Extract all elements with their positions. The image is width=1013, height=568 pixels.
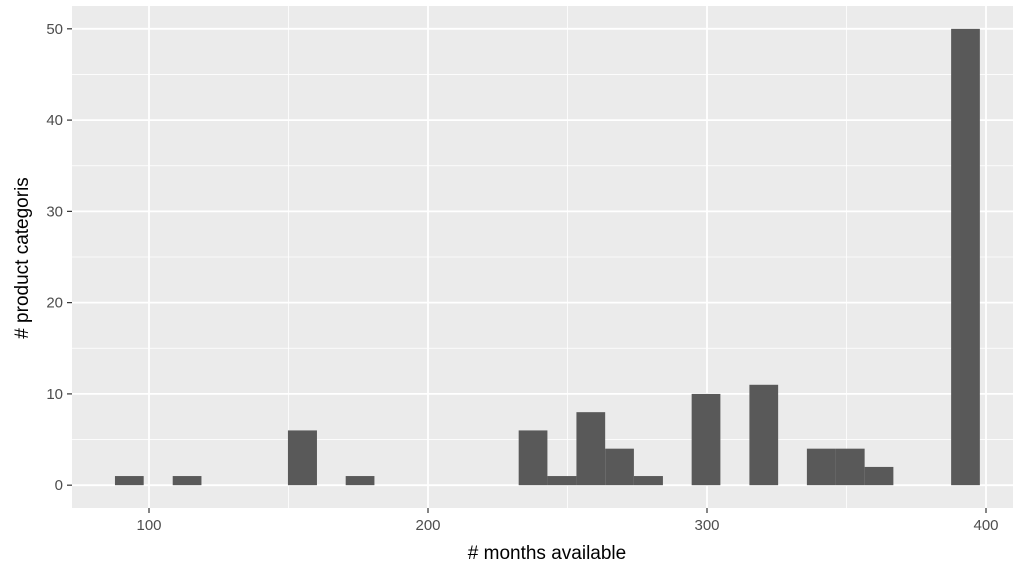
histogram-bar (345, 476, 375, 486)
histogram-bar (835, 448, 865, 486)
y-tick-label: 40 (46, 112, 63, 129)
y-tick-label: 20 (46, 295, 63, 312)
histogram-bar (576, 412, 606, 486)
histogram-bar (691, 393, 721, 486)
histogram-bar (633, 476, 663, 486)
histogram-bar (864, 466, 894, 486)
y-axis-title: # product categoris (12, 177, 33, 339)
histogram-bar (749, 384, 779, 486)
y-tick-label: 30 (46, 203, 63, 220)
y-tick-label: 0 (55, 477, 63, 494)
x-tick-label: 200 (415, 517, 440, 534)
y-axis-ticks: 0 10 20 30 40 50 (46, 21, 72, 494)
x-axis-title: # months available (468, 543, 626, 564)
histogram-bars (114, 28, 980, 486)
x-tick-label: 300 (694, 517, 719, 534)
histogram-bar (547, 476, 577, 486)
x-axis-ticks: 100 200 300 400 (136, 508, 999, 534)
x-tick-label: 400 (973, 517, 998, 534)
x-tick-label: 100 (136, 517, 161, 534)
histogram-bar (172, 476, 202, 486)
histogram-bar (114, 476, 144, 486)
y-tick-label: 50 (46, 21, 63, 38)
histogram-bar (806, 448, 836, 486)
y-tick-label: 10 (46, 386, 63, 403)
histogram-bar (605, 448, 634, 486)
histogram-bar (518, 430, 548, 486)
histogram-bar (287, 430, 317, 486)
histogram-bar (951, 28, 980, 486)
